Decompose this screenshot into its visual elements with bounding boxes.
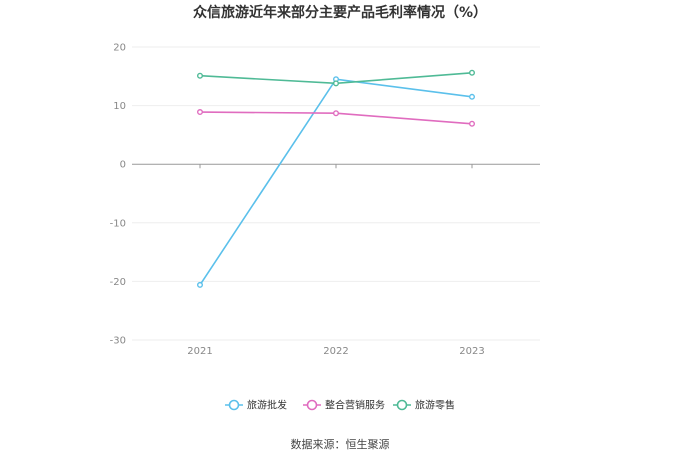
legend-label: 旅游批发 [247, 399, 287, 412]
grid-layer [132, 46, 540, 341]
data-point [196, 109, 203, 116]
y-tick-label: 10 [113, 101, 126, 112]
legend-marker [228, 399, 240, 411]
legend-item: 整合营销服务 [303, 399, 385, 412]
series-layer [196, 69, 476, 288]
legend-item: 旅游零售 [393, 399, 455, 412]
legend-label: 整合营销服务 [325, 399, 385, 412]
data-point [333, 80, 340, 87]
data-point [333, 110, 340, 117]
y-tick-label: -20 [110, 277, 126, 288]
data-point [196, 281, 203, 288]
data-point [469, 69, 476, 76]
legend-label: 旅游零售 [415, 399, 455, 412]
legend-marker [306, 399, 318, 411]
data-source: 数据来源：恒生聚源 [290, 438, 390, 451]
legend: 旅游批发 整合营销服务 旅游零售 [225, 399, 455, 412]
x-tick-label: 2022 [323, 346, 348, 357]
legend-item: 旅游批发 [225, 399, 287, 412]
data-point [469, 120, 476, 127]
axis-layer: 20 10 0 -10 -20 -30 2021 2022 2023 [110, 43, 540, 357]
y-tick-label: -30 [110, 336, 126, 347]
chart-title: 众信旅游近年来部分主要产品毛利率情况（%） [192, 5, 488, 21]
legend-marker [396, 399, 408, 411]
y-tick-label: 0 [120, 160, 126, 171]
data-point [196, 72, 203, 79]
x-tick-label: 2023 [459, 346, 484, 357]
x-tick-label: 2021 [187, 346, 212, 357]
y-tick-label: 20 [113, 43, 126, 54]
y-tick-label: -10 [110, 218, 126, 229]
data-point [469, 93, 476, 100]
series-line [199, 78, 473, 286]
